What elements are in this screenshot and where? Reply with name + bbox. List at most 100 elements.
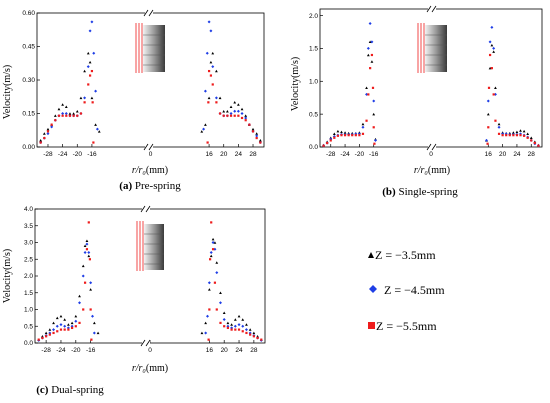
data-point-triangle xyxy=(236,103,240,106)
data-point-triangle xyxy=(68,112,72,115)
data-point-square xyxy=(519,134,522,137)
data-point-triangle xyxy=(94,123,97,126)
data-point-triangle xyxy=(219,291,222,294)
data-point-triangle xyxy=(365,86,368,90)
data-point-diamond xyxy=(91,314,94,318)
data-point-diamond xyxy=(207,281,211,285)
data-point-square xyxy=(322,144,325,147)
data-point-triangle xyxy=(88,60,92,64)
data-point-square xyxy=(351,134,354,137)
x-tick-label: 0 xyxy=(148,347,152,354)
data-point-square xyxy=(358,134,361,137)
data-point-triangle xyxy=(366,53,370,57)
data-point-triangle xyxy=(492,50,496,53)
panel-c-caption-text: Dual-spring xyxy=(48,384,104,396)
data-point-triangle xyxy=(83,244,87,248)
data-point-square xyxy=(486,142,489,145)
data-point-square xyxy=(91,101,94,104)
data-point-triangle xyxy=(340,130,343,134)
data-point-square xyxy=(249,333,252,336)
data-point-triangle xyxy=(209,254,213,258)
data-point-triangle xyxy=(248,328,252,331)
panel-b-nozzle-image xyxy=(417,23,447,73)
data-point-square xyxy=(218,112,222,115)
y-tick-label: 1.0 xyxy=(309,78,318,85)
data-point-square xyxy=(63,328,66,331)
data-point-triangle xyxy=(86,51,90,55)
data-point-square xyxy=(219,321,222,324)
data-point-square xyxy=(256,336,259,340)
data-point-diamond xyxy=(237,323,241,327)
data-point-square xyxy=(336,134,340,137)
data-point-triangle xyxy=(211,51,215,55)
data-point-square xyxy=(237,328,241,331)
data-point-square xyxy=(57,114,61,117)
data-point-diamond xyxy=(81,274,85,278)
data-point-diamond xyxy=(244,328,248,332)
panel-c-caption: (c) Dual-spring xyxy=(36,384,104,396)
x-tick-label: 20 xyxy=(499,151,507,158)
x-tick-label: 28 xyxy=(249,151,257,158)
data-point-square xyxy=(251,130,255,133)
data-point-square xyxy=(229,114,233,117)
panel-c-yticks: 0.0 0.5 1.0 1.5 2.0 2.5 3.0 3.5 4.0 xyxy=(24,206,38,347)
data-point-diamond xyxy=(61,112,65,115)
data-point-diamond xyxy=(204,331,208,335)
data-point-square xyxy=(497,132,501,135)
y-tick-label: 2.0 xyxy=(24,273,33,280)
panel-a: Velocity(m/s) 0.00 0.15 0.30 0.45 0.60 -28 -2… xyxy=(2,9,265,192)
data-point-triangle xyxy=(46,127,50,131)
data-point-diamond xyxy=(486,99,490,103)
data-point-square xyxy=(234,328,237,331)
data-point-triangle xyxy=(486,112,490,116)
x-tick-label: 16 xyxy=(205,151,213,158)
panel-a-axis-break xyxy=(143,9,154,151)
data-point-diamond xyxy=(89,281,93,285)
x-tick-label: 0 xyxy=(429,151,433,158)
data-point-square xyxy=(52,331,55,335)
data-point-triangle xyxy=(252,331,256,335)
data-point-triangle xyxy=(63,318,67,321)
data-point-triangle xyxy=(200,130,204,133)
x-tick-label: -20 xyxy=(71,347,81,354)
data-point-triangle xyxy=(241,318,245,321)
data-point-diamond xyxy=(215,271,219,275)
x-tick-label: 24 xyxy=(235,347,243,354)
panel-c: Velocity(m/s) 0.0 0.5 1.0 1.5 2.0 2.5 3.0 3.5 4.… xyxy=(2,205,266,396)
x-tick-label: -28 xyxy=(41,347,51,354)
data-point-diamond xyxy=(372,99,376,103)
data-point-diamond xyxy=(78,301,82,305)
data-point-square xyxy=(248,123,251,126)
y-tick-label: 0.0 xyxy=(24,340,33,347)
data-point-diamond xyxy=(214,96,218,100)
data-point-diamond xyxy=(59,323,63,327)
data-point-square xyxy=(361,132,365,135)
data-point-square xyxy=(505,134,508,137)
data-point-triangle xyxy=(497,122,501,126)
data-point-triangle xyxy=(83,69,86,73)
data-point-triangle xyxy=(361,122,365,126)
y-tick-label: 0.15 xyxy=(22,111,35,118)
data-point-triangle xyxy=(204,123,207,126)
data-point-triangle xyxy=(85,239,89,243)
data-point-triangle xyxy=(89,288,93,291)
data-point-triangle xyxy=(515,130,519,134)
data-point-square xyxy=(533,141,536,145)
data-point-square xyxy=(354,134,357,137)
panel-a-ylabel: Velocity(m/s) xyxy=(2,65,13,119)
data-point-triangle xyxy=(372,112,376,116)
data-point-diamond xyxy=(211,241,215,244)
x-tick-label: -24 xyxy=(340,151,350,158)
data-point-square xyxy=(487,86,491,89)
data-point-triangle xyxy=(57,107,61,111)
panel-c-ylabel: Velocity(m/s) xyxy=(2,249,13,303)
panel-c-caption-tag: (c) xyxy=(36,384,49,396)
data-point-square xyxy=(508,134,511,137)
data-point-square xyxy=(208,258,212,261)
legend-entry-z-5-5: Z = −5.5mm xyxy=(368,319,437,333)
data-point-triangle xyxy=(59,314,63,318)
data-point-square xyxy=(367,93,370,96)
data-point-diamond xyxy=(205,51,209,55)
data-point-square xyxy=(371,86,375,89)
x-tick-label: -24 xyxy=(56,347,66,354)
